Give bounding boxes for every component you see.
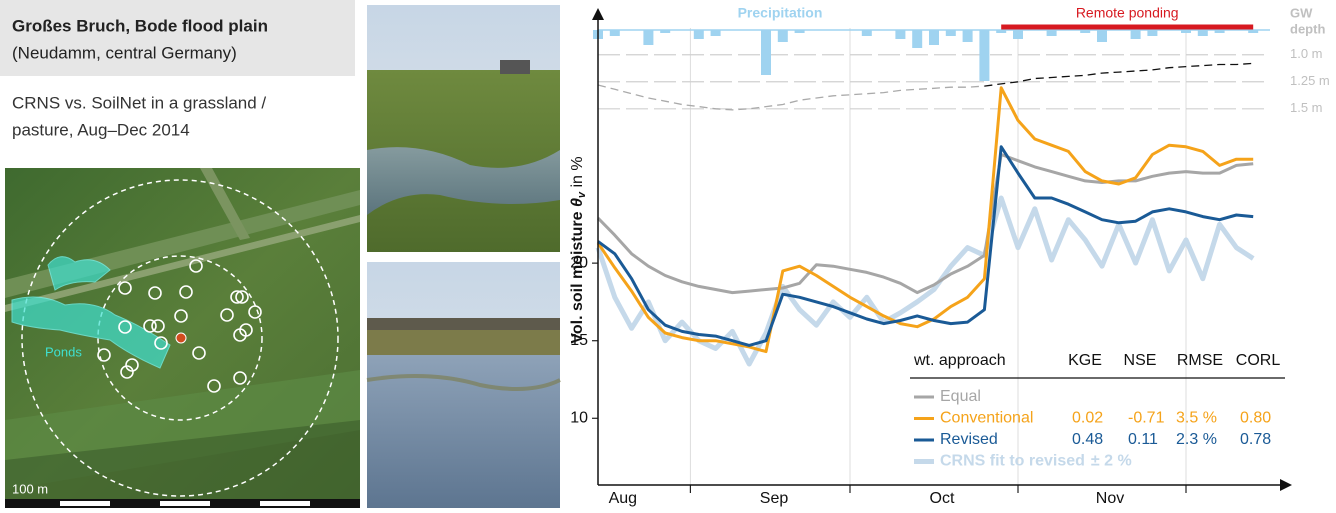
chart: Vol. soil moisture θv in % Aug Sep Oct Nov 1… [569,5,1330,508]
precip-bar [1130,30,1141,39]
photo-bottom [366,262,561,508]
y-tick-label: 20 [570,254,588,271]
legend-stat: 0.11 [1128,431,1158,448]
legend-stat: 0.02 [1072,410,1103,427]
precip-bar [660,30,671,33]
legend-label: Equal [940,388,981,405]
y-axis-label: Vol. soil moisture θv in % [569,156,588,343]
legend-header: wt. approach [913,352,1006,369]
moisture-line [595,195,1255,367]
y-label-symbol: θ [569,198,586,207]
legend-stat: 0.80 [1240,410,1271,427]
precip-bar [1147,30,1158,36]
ponding-label: Remote ponding [1076,5,1179,21]
moisture-line [597,145,1254,347]
precip-bar [895,30,906,39]
x-tick-label: Oct [930,490,955,507]
legend-header: KGE [1068,352,1102,369]
description-line: pasture, Aug–Dec 2014 [12,120,190,139]
precip-bar [1197,30,1208,36]
description-line: CRNS vs. SoilNet in a grassland / [12,93,266,112]
moisture-line [596,153,1254,295]
legend-stat: 0.48 [1072,431,1103,448]
y2-tick-label: 1.0 m [1290,46,1323,61]
y-label-main: Vol. soil moisture [569,207,586,344]
y-tick-label: 10 [570,410,588,427]
photo-top [367,5,560,252]
legend-label: CRNS fit to revised [940,453,1085,470]
x-tick-label: Sep [760,490,789,507]
title-box [0,0,355,76]
legend-header: RMSE [1177,352,1223,369]
scale-label: 100 m [12,481,48,496]
y-axis-arrow [592,8,604,20]
precip-bar [1013,30,1023,39]
precip-bar [1097,30,1107,42]
legend-stat: 2.3 % [1176,431,1217,448]
site-title: Großes Bruch, Bode flood plain [12,16,268,35]
y-label-sub: v [576,191,588,198]
moisture-line [596,86,1254,354]
legend-note: ± 2 % [1091,453,1132,470]
site-subtitle: (Neudamm, central Germany) [12,43,237,62]
precip-bar [912,30,923,48]
legend-label: Conventional [940,410,1033,427]
precip-bar [693,30,704,39]
legend-stat: 3.5 % [1176,410,1217,427]
y2-tick-label: 1.5 m [1290,100,1323,115]
y-label-unit: in % [569,156,586,192]
x-tick-label: Aug [609,490,637,507]
precip-bar [710,30,721,36]
precip-bar [1181,30,1191,33]
legend-stat: -0.71 [1128,410,1165,427]
gw-line [984,62,1254,87]
precip-bar [1214,30,1225,33]
precip-bar [794,30,805,33]
precip-bar [643,30,654,45]
legend-label: Revised [940,431,998,448]
x-tick-label: Nov [1096,490,1124,507]
precip-bar [1248,30,1259,33]
x-axis-arrow [1280,479,1292,491]
precip-bar [861,30,872,36]
precip-bar [1080,30,1091,33]
gw-label: GW [1290,5,1313,20]
y2-tick-label: 1.25 m [1290,73,1330,88]
legend-header: CORL [1236,352,1281,369]
precip-bar [777,30,788,42]
precip-bar [1046,30,1057,36]
precip-bar [929,30,939,45]
precip-bar [979,30,990,81]
y-tick-label: 15 [570,332,588,349]
precip-label: Precipitation [738,5,823,21]
gw-line [597,84,985,111]
precip-bar [996,30,1007,33]
gw-label: depth [1290,21,1325,36]
legend-stat: 0.78 [1240,431,1271,448]
precip-bar [962,30,973,42]
pond-label: Ponds [45,344,82,359]
precip-bar [761,30,771,75]
aerial-map [5,168,360,508]
precip-bar [945,30,956,36]
precip-bar [609,30,620,36]
legend-header: NSE [1124,352,1157,369]
